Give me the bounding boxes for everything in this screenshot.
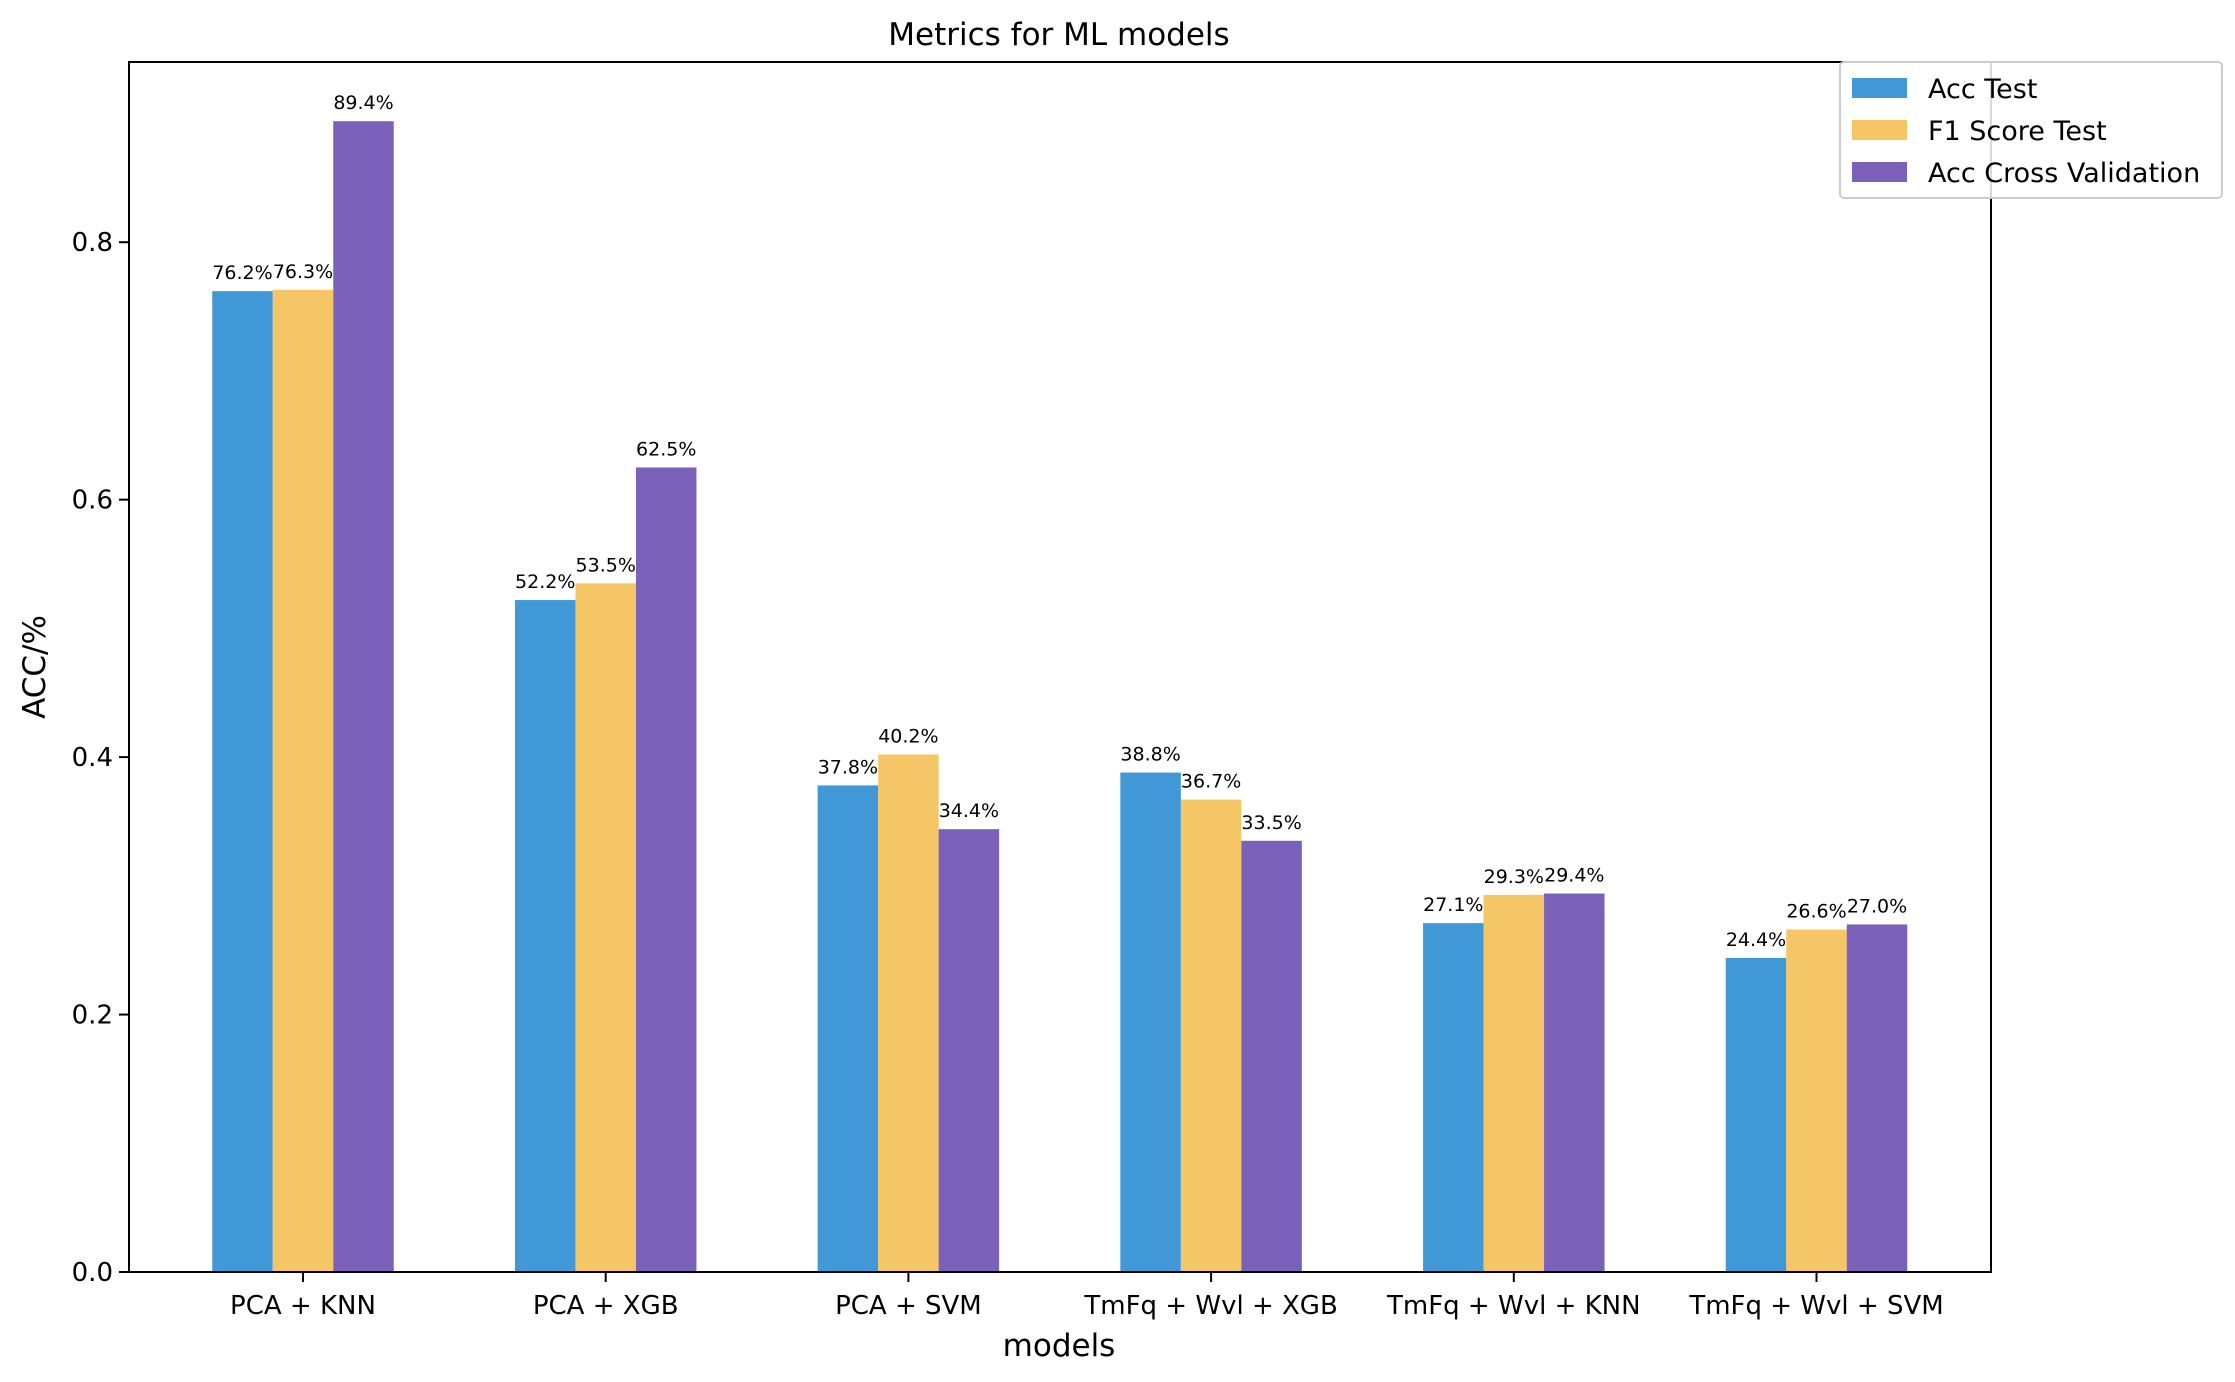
bar [1241, 840, 1302, 1272]
bar-value-label: 37.8% [818, 756, 878, 778]
legend-swatch [1852, 120, 1907, 140]
bar [1120, 772, 1181, 1272]
plot-frame [128, 61, 1992, 1273]
x-tick-label: TmFq + Wvl + KNN [1386, 1291, 1641, 1321]
bar-value-label: 52.2% [515, 571, 575, 593]
legend-swatch [1852, 162, 1907, 182]
bar-value-label: 33.5% [1241, 812, 1301, 834]
bar-value-label: 27.1% [1423, 894, 1483, 916]
chart-title: Metrics for ML models [888, 17, 1229, 53]
bar [1846, 924, 1908, 1272]
y-axis: 0.0 0.2 0.4 0.6 0.8 [72, 228, 129, 1288]
bar [575, 583, 636, 1272]
bar [212, 291, 273, 1272]
bar-value-label: 76.2% [212, 262, 272, 284]
x-tick-label: TmFq + Wvl + XGB [1083, 1291, 1337, 1321]
bar [1180, 799, 1242, 1272]
bar-value-label: 89.4% [333, 92, 393, 114]
bar [1725, 957, 1787, 1272]
legend-frame [1839, 61, 2223, 199]
data-labels-group: 76.2% 52.2% 37.8% 38.8% 27.1% 24.4% 76.3% 53.5%… [212, 92, 1907, 951]
y-tick-label: 0.6 [72, 486, 113, 516]
y-tick-label: 0.4 [72, 743, 113, 773]
y-tick-label: 0.8 [72, 228, 113, 258]
legend-entry-label: F1 Score Test [1928, 116, 2107, 147]
bars-group [212, 121, 1908, 1272]
bar-value-label: 34.4% [939, 800, 999, 822]
bar-value-label: 62.5% [636, 438, 696, 460]
y-tick-label: 0.2 [72, 1001, 113, 1031]
bar-value-label: 26.6% [1786, 901, 1846, 923]
bar [272, 289, 334, 1272]
bar [1423, 923, 1484, 1272]
bar [1483, 894, 1545, 1272]
bar [333, 121, 394, 1272]
bar [514, 600, 576, 1272]
x-tick-label: PCA + SVM [835, 1291, 982, 1321]
bar-value-label: 36.7% [1181, 771, 1241, 793]
bar-value-label: 27.0% [1847, 895, 1907, 917]
bar [938, 829, 1000, 1272]
legend-swatch [1852, 78, 1907, 98]
bar-value-label: 38.8% [1120, 744, 1180, 766]
x-axis-label: models [1003, 1328, 1116, 1364]
bar-value-label: 29.3% [1484, 866, 1544, 888]
x-tick-label: PCA + KNN [230, 1291, 376, 1321]
bar [1544, 893, 1605, 1272]
x-tick-label: TmFq + Wvl + SVM [1688, 1291, 1943, 1321]
bar-value-label: 53.5% [576, 554, 636, 576]
y-axis-label: ACC/% [17, 615, 53, 719]
legend-entry-label: Acc Cross Validation [1928, 158, 2200, 189]
bar [878, 754, 939, 1272]
bar-value-label: 24.4% [1726, 929, 1786, 951]
y-tick-label: 0.0 [72, 1258, 113, 1288]
x-axis: PCA + KNN PCA + XGB PCA + SVM TmFq + Wvl + … [230, 1272, 1944, 1321]
legend-entry-label: Acc Test [1928, 74, 2037, 105]
bar-value-label: 29.4% [1544, 865, 1604, 887]
bar [1786, 929, 1847, 1272]
bar-value-label: 40.2% [878, 726, 938, 748]
bar-value-label: 76.3% [273, 261, 333, 283]
bar [635, 467, 697, 1272]
x-tick-label: PCA + XGB [533, 1291, 679, 1321]
bar [817, 785, 879, 1272]
legend: Acc Test F1 Score Test Acc Cross Validatio… [1839, 61, 2223, 199]
